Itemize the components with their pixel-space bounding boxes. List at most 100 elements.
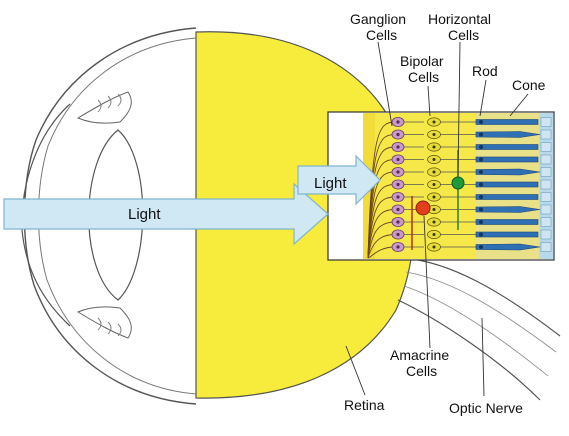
horizontal-label-line2: Cells xyxy=(448,27,479,43)
photoreceptor-nucleus xyxy=(479,245,483,249)
amacrine-label-line1: Amacrine xyxy=(390,347,449,363)
photoreceptor-nucleus xyxy=(479,120,483,124)
photoreceptor-nucleus xyxy=(479,170,483,174)
cone-cell xyxy=(475,243,541,251)
cone-cell xyxy=(475,131,541,138)
light-arrow-main xyxy=(3,182,329,246)
pigment-cell xyxy=(540,154,552,165)
bipolar-nucleus xyxy=(432,183,436,186)
ganglion-nucleus xyxy=(396,170,400,174)
ciliary-folds-upper xyxy=(97,93,122,113)
ganglion-nucleus xyxy=(396,245,400,249)
photoreceptors xyxy=(475,119,541,251)
ganglion-nucleus xyxy=(396,145,400,149)
rod-cell xyxy=(475,181,539,188)
retina-inset xyxy=(327,111,555,261)
bipolar-nucleus xyxy=(432,220,436,224)
photoreceptor-nucleus xyxy=(479,182,483,187)
ciliary-folds-lower xyxy=(97,317,122,337)
pigment-cell xyxy=(540,204,552,215)
pigment-cell xyxy=(540,242,552,252)
pigment-cell xyxy=(540,192,552,202)
cornea xyxy=(21,103,71,327)
bipolar-nucleus xyxy=(432,120,436,124)
cone-label: Cone xyxy=(512,77,546,93)
bipolar-nucleus xyxy=(432,195,436,199)
ganglion-nucleus xyxy=(396,220,400,224)
bipolar-cells xyxy=(427,117,476,252)
pigment-cells xyxy=(540,117,552,252)
ganglion-nucleus xyxy=(396,120,400,124)
bipolar-label-line1: Bipolar xyxy=(400,53,444,69)
photoreceptor-nucleus xyxy=(479,232,483,237)
optic-nerve-fibers xyxy=(403,271,557,377)
bipolar-nucleus xyxy=(432,145,436,149)
light-label-inset: Light xyxy=(314,175,347,192)
bipolar-nucleus xyxy=(432,133,436,136)
cone-leader xyxy=(509,93,529,117)
light-label-main: Light xyxy=(128,206,161,223)
horizontal-cell xyxy=(451,176,465,190)
horizontal-label-line1: Horizontal xyxy=(428,11,491,27)
photoreceptor-nucleus xyxy=(479,207,483,212)
light-arrow-inset xyxy=(297,154,381,206)
ciliary-body-upper xyxy=(76,91,132,124)
optic-nerve-label: Optic Nerve xyxy=(449,400,523,416)
photoreceptor-nucleus xyxy=(479,145,483,149)
cone-cell xyxy=(475,206,541,213)
photoreceptor-nucleus xyxy=(479,157,483,162)
horizontal-leader xyxy=(457,41,461,177)
rod-cell xyxy=(475,119,539,125)
photoreceptor-nucleus xyxy=(479,195,483,199)
pigment-cell xyxy=(540,117,552,127)
ganglion-nucleus xyxy=(396,195,400,199)
bipolar-leader xyxy=(427,85,431,117)
optic-nerve-sheath-lower xyxy=(397,299,541,401)
pigment-cell xyxy=(540,129,552,140)
ganglion-leader xyxy=(377,41,393,127)
ganglion-label-line1: Ganglion xyxy=(350,11,406,27)
cone-cell xyxy=(475,168,541,176)
bipolar-nucleus xyxy=(432,245,436,249)
optic-nerve-leader xyxy=(481,317,485,397)
leader-lines xyxy=(345,41,529,397)
rod-cell xyxy=(475,231,539,238)
bipolar-nucleus xyxy=(432,158,436,161)
ciliary-body-lower xyxy=(76,306,132,339)
bipolar-nucleus xyxy=(432,233,436,236)
axon-fiber xyxy=(367,221,396,259)
pigment-cell xyxy=(540,142,552,152)
pigment-cell xyxy=(540,217,552,227)
bipolar-nucleus xyxy=(432,170,436,174)
amacrine-label-line2: Cells xyxy=(406,363,437,379)
amacrine-leader xyxy=(423,215,431,349)
photoreceptor-nucleus xyxy=(479,220,483,224)
photoreceptor-nucleus xyxy=(479,132,483,137)
ganglion-nucleus xyxy=(396,132,400,137)
bipolar-nucleus xyxy=(432,208,436,211)
retina-label: Retina xyxy=(344,397,385,413)
rod-leader xyxy=(479,79,487,117)
axon-fiber xyxy=(367,209,396,259)
axon-fiber xyxy=(367,234,396,259)
ganglion-nucleus xyxy=(396,182,400,187)
pigment-cell xyxy=(540,167,552,177)
axon-fibers xyxy=(367,121,396,259)
rod-cell xyxy=(475,219,539,225)
rod-label: Rod xyxy=(472,63,498,79)
ganglion-nucleus xyxy=(396,232,400,237)
ganglion-nucleus xyxy=(396,157,400,162)
bipolar-label-line2: Cells xyxy=(408,69,439,85)
amacrine-cell xyxy=(415,200,431,216)
ganglion-label-line2: Cells xyxy=(366,27,397,43)
rod-cell xyxy=(475,194,539,200)
ganglion-nucleus xyxy=(396,207,400,212)
pigment-cell xyxy=(540,229,552,240)
axon-fiber xyxy=(367,246,396,259)
retina-leader xyxy=(345,345,366,396)
rod-cell xyxy=(475,144,539,150)
ganglion-cells xyxy=(391,117,424,252)
pigment-cell xyxy=(540,179,552,190)
